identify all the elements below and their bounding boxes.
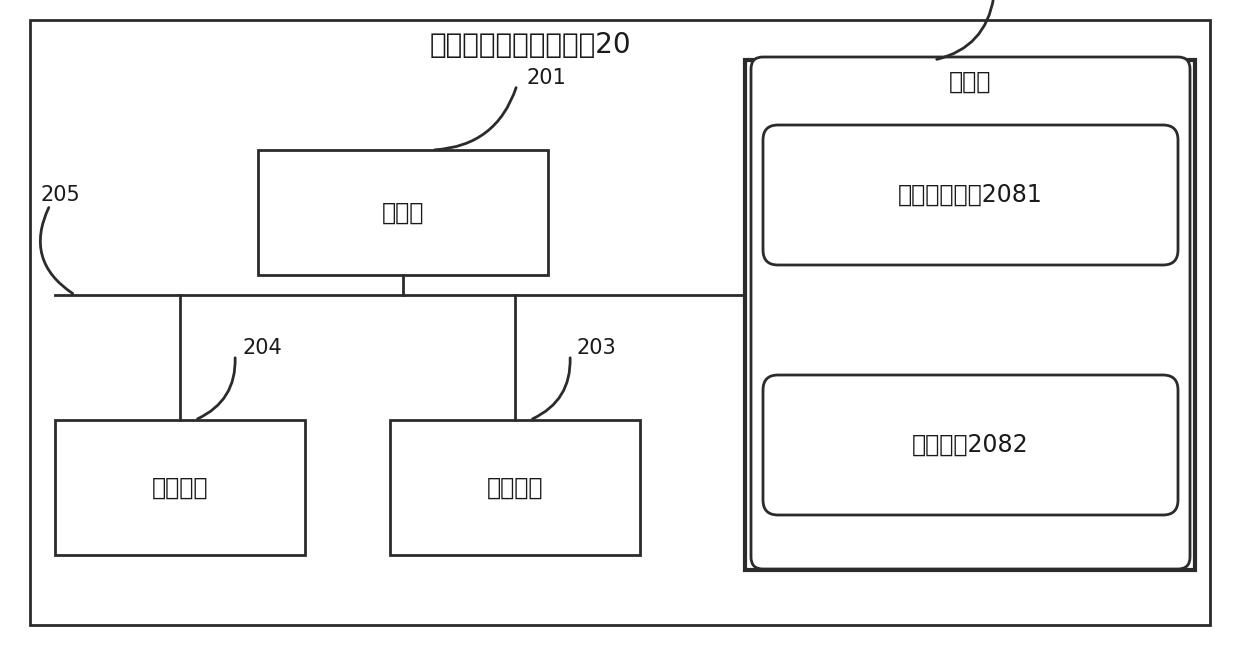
Text: 数据处理模型训练装置20: 数据处理模型训练装置20	[429, 31, 631, 59]
Text: 数据传输模块2081: 数据传输模块2081	[898, 183, 1043, 207]
Text: 存储器: 存储器	[949, 70, 991, 94]
Text: 处理器: 处理器	[382, 201, 424, 224]
FancyBboxPatch shape	[751, 57, 1190, 569]
Text: 205: 205	[40, 185, 79, 205]
Text: 网络接口: 网络接口	[151, 475, 208, 499]
FancyBboxPatch shape	[391, 420, 640, 555]
FancyBboxPatch shape	[258, 150, 548, 275]
FancyBboxPatch shape	[30, 20, 1210, 625]
FancyBboxPatch shape	[763, 375, 1178, 515]
Text: 训练模块2082: 训练模块2082	[913, 433, 1029, 457]
Text: 204: 204	[242, 338, 281, 358]
Text: 用户接口: 用户接口	[487, 475, 543, 499]
Text: 201: 201	[527, 68, 567, 88]
Text: 203: 203	[577, 338, 616, 358]
FancyBboxPatch shape	[763, 125, 1178, 265]
FancyBboxPatch shape	[55, 420, 305, 555]
FancyBboxPatch shape	[745, 60, 1195, 570]
